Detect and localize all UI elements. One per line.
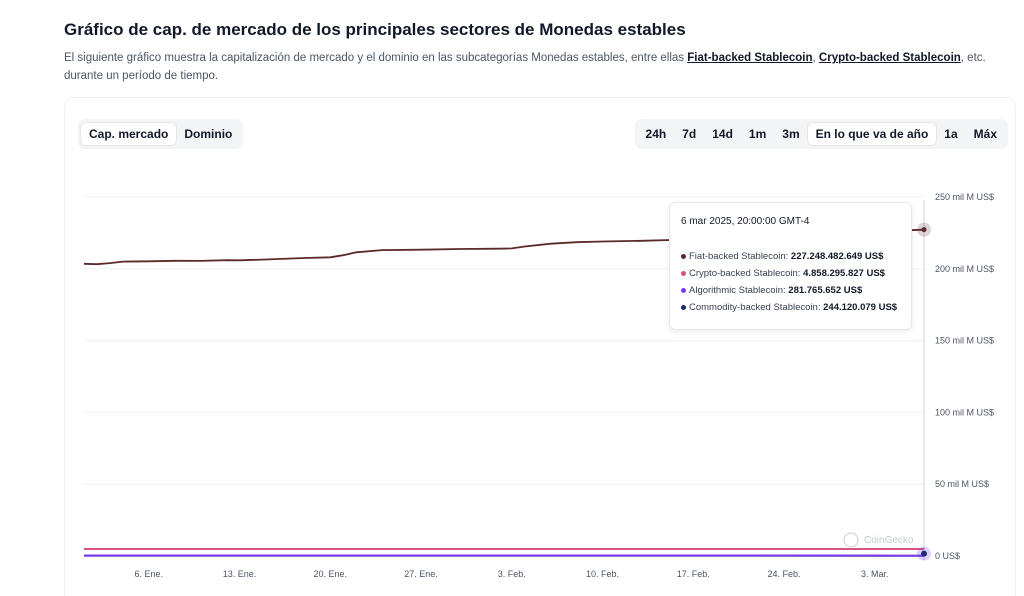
range-24h-button[interactable]: 24h — [645, 127, 667, 141]
tooltip-row-fiat: Fiat-backed Stablecoin: 227.248.482.649 … — [681, 251, 883, 262]
y-tick-label: 250 mil M US$ — [935, 192, 994, 202]
coingecko-logo-icon — [843, 532, 859, 548]
description-separator: , — [812, 52, 819, 64]
x-tick-label: 27. Ene. — [404, 569, 438, 579]
range-1y-button[interactable]: 1a — [944, 127, 958, 141]
hover-point-fiat-backed-stablecoin — [921, 227, 927, 233]
chart-card — [64, 97, 1016, 596]
x-tick-label: 3. Mar. — [861, 569, 889, 579]
x-tick-label: 24. Feb. — [767, 569, 800, 579]
tab-market-cap[interactable]: Cap. mercado — [81, 123, 177, 145]
tooltip-series-name: Crypto-backed Stablecoin — [689, 268, 798, 279]
tooltip-dot-fiat — [681, 253, 686, 259]
y-tick-label: 150 mil M US$ — [935, 336, 994, 346]
hover-point-commodity-backed-stablecoin — [921, 550, 927, 557]
tooltip-dot-crypto — [681, 270, 686, 276]
y-tick-label: 100 mil M US$ — [935, 407, 994, 417]
coingecko-watermark: CoinGecko — [864, 535, 914, 546]
tooltip-row-algorithmic: Algorithmic Stablecoin: 281.765.652 US$ — [681, 285, 862, 296]
tab-dominance[interactable]: Dominio — [184, 127, 233, 141]
x-tick-label: 17. Feb. — [677, 569, 710, 579]
page-title: Gráfico de cap. de mercado de los princi… — [64, 20, 686, 39]
x-tick-label: 6. Ene. — [135, 569, 164, 579]
time-range-selector: 24h 7d 14d 1m 3m En lo que va de año 1a … — [634, 119, 1008, 149]
link-crypto-backed-stablecoin[interactable]: Crypto-backed Stablecoin — [818, 52, 961, 64]
description-suffix: , etc. durante un período de tiempo. — [64, 52, 986, 82]
x-tick-label: 3. Feb. — [498, 569, 526, 579]
tooltip-row-commodity: Commodity-backed Stablecoin: 244.120.079… — [681, 302, 897, 313]
link-fiat-backed-stablecoin[interactable]: Fiat-backed Stablecoin — [687, 52, 813, 64]
tooltip-series-value: 281.765.652 US$ — [788, 285, 863, 296]
view-toggle: Cap. mercado Dominio — [78, 119, 244, 149]
page-description: El siguiente gráfico muestra la capitali… — [64, 49, 1014, 85]
range-7d-button[interactable]: 7d — [682, 127, 697, 141]
chart-tooltip: 6 mar 2025, 20:00:00 GMT-4 Fiat-backed S… — [669, 202, 912, 330]
y-tick-label: 50 mil M US$ — [935, 479, 989, 489]
tooltip-series-value: 244.120.079 US$ — [823, 302, 898, 313]
range-1m-button[interactable]: 1m — [748, 127, 767, 141]
tooltip-series-name: Fiat-backed Stablecoin — [689, 251, 786, 262]
tooltip-date: 6 mar 2025, 20:00:00 GMT-4 — [681, 216, 810, 227]
range-3m-button[interactable]: 3m — [782, 127, 800, 141]
y-tick-label: 0 US$ — [935, 551, 960, 561]
range-14d-button[interactable]: 14d — [712, 127, 733, 141]
tooltip-dot-algorithmic — [681, 287, 686, 293]
tooltip-series-name: Algorithmic Stablecoin — [689, 285, 783, 296]
tooltip-series-value: 4.858.295.827 US$ — [803, 268, 885, 279]
tooltip-dot-commodity — [681, 304, 686, 310]
description-text: El siguiente gráfico muestra la capitali… — [64, 52, 688, 64]
range-max-button[interactable]: Máx — [973, 127, 997, 141]
tooltip-row-crypto: Crypto-backed Stablecoin: 4.858.295.827 … — [681, 268, 885, 279]
tooltip-series-value: 227.248.482.649 US$ — [790, 251, 884, 262]
x-tick-label: 10. Feb. — [586, 569, 619, 579]
range-ytd-button[interactable]: En lo que va de año — [807, 123, 937, 145]
x-tick-label: 20. Ene. — [314, 569, 348, 579]
y-tick-label: 200 mil M US$ — [935, 264, 994, 274]
x-tick-label: 13. Ene. — [223, 569, 257, 579]
tooltip-series-name: Commodity-backed Stablecoin — [689, 302, 818, 313]
